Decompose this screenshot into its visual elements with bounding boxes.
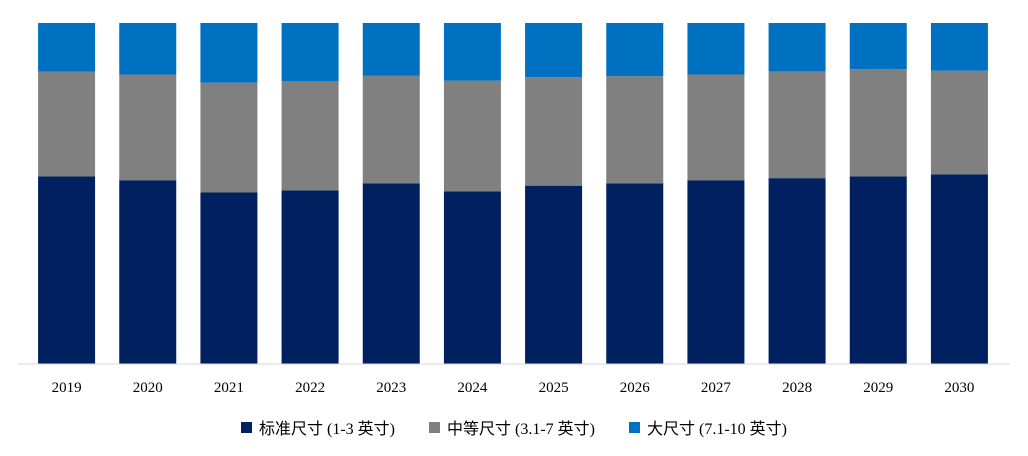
- bar-segment-2022-series-2: [281, 80, 339, 191]
- bar-segment-2028-series-2: [768, 71, 826, 179]
- bar-segment-2024-series-2: [443, 80, 501, 192]
- bar-segment-2023-series-2: [362, 75, 420, 184]
- x-tick-label-2024: 2024: [457, 380, 488, 396]
- bar-segment-2022-series-3: [281, 23, 339, 81]
- bar-segment-2025-series-3: [525, 23, 583, 78]
- bar-segment-2019-series-2: [38, 71, 96, 177]
- legend-item-2: 中等尺寸 (3.1-7 英寸): [429, 415, 595, 439]
- bar-segment-2030-series-1: [930, 174, 988, 364]
- x-tick-label-2026: 2026: [620, 380, 651, 396]
- x-tick-label-2027: 2027: [701, 380, 732, 396]
- legend-swatch-1: [241, 421, 252, 433]
- x-tick-label-2030: 2030: [944, 380, 974, 396]
- x-tick-label-2020: 2020: [133, 380, 163, 396]
- bar-segment-2019-series-1: [38, 176, 96, 364]
- x-tick-label-2029: 2029: [863, 380, 893, 396]
- bar-segment-2021-series-2: [200, 82, 258, 193]
- legend-swatch-3: [629, 421, 640, 433]
- bar-segment-2027-series-1: [687, 180, 745, 364]
- bar-segment-2026-series-2: [606, 76, 664, 184]
- bar-segment-2025-series-2: [525, 77, 583, 186]
- bar-segment-2029-series-1: [849, 176, 907, 364]
- bar-segment-2019-series-3: [38, 23, 96, 72]
- bar-segment-2024-series-3: [443, 23, 501, 81]
- bar-segment-2025-series-1: [525, 185, 583, 364]
- x-tick-label-2023: 2023: [376, 380, 406, 396]
- bar-segment-2024-series-1: [443, 191, 501, 364]
- bar-segment-2022-series-1: [281, 190, 339, 364]
- bar-segment-2020-series-1: [119, 180, 177, 364]
- bar-segment-2023-series-1: [362, 183, 420, 364]
- legend-item-3: 大尺寸 (7.1-10 英寸): [629, 415, 787, 439]
- legend-swatch-2: [429, 421, 440, 433]
- bar-segment-2029-series-3: [849, 23, 907, 70]
- bar-segment-2028-series-3: [768, 23, 826, 72]
- bar-segment-2029-series-2: [849, 69, 907, 177]
- bar-segment-2023-series-3: [362, 23, 420, 76]
- legend-item-1: 标准尺寸 (1-3 英寸): [241, 415, 395, 439]
- bar-segment-2026-series-1: [606, 183, 664, 364]
- bars-layer: [38, 23, 988, 364]
- x-tick-label-2021: 2021: [214, 380, 244, 396]
- bar-segment-2021-series-3: [200, 23, 258, 83]
- x-tick-label-2028: 2028: [782, 380, 812, 396]
- bar-segment-2030-series-2: [930, 70, 988, 175]
- bar-segment-2030-series-3: [930, 23, 988, 71]
- x-tick-label-2019: 2019: [52, 380, 82, 396]
- legend-label-2: 中等尺寸 (3.1-7 英寸): [447, 421, 595, 438]
- legend: 标准尺寸 (1-3 英寸) 中等尺寸 (3.1-7 英寸) 大尺寸 (7.1-10 …: [0, 413, 1028, 441]
- bar-segment-2028-series-1: [768, 178, 826, 364]
- legend-label-3: 大尺寸 (7.1-10 英寸): [647, 421, 787, 438]
- x-axis-ticks: 2019 2020 2021 2022 2023 2024 2025 2026 2027 2028…: [52, 380, 975, 396]
- x-tick-label-2025: 2025: [539, 380, 569, 396]
- bar-segment-2020-series-2: [119, 74, 177, 181]
- bar-segment-2027-series-3: [687, 23, 745, 75]
- x-tick-label-2022: 2022: [295, 380, 325, 396]
- bar-segment-2020-series-3: [119, 23, 177, 75]
- legend-label-1: 标准尺寸 (1-3 英寸): [259, 421, 395, 438]
- bar-segment-2021-series-1: [200, 192, 258, 364]
- bar-segment-2027-series-2: [687, 74, 745, 181]
- bar-segment-2026-series-3: [606, 23, 664, 77]
